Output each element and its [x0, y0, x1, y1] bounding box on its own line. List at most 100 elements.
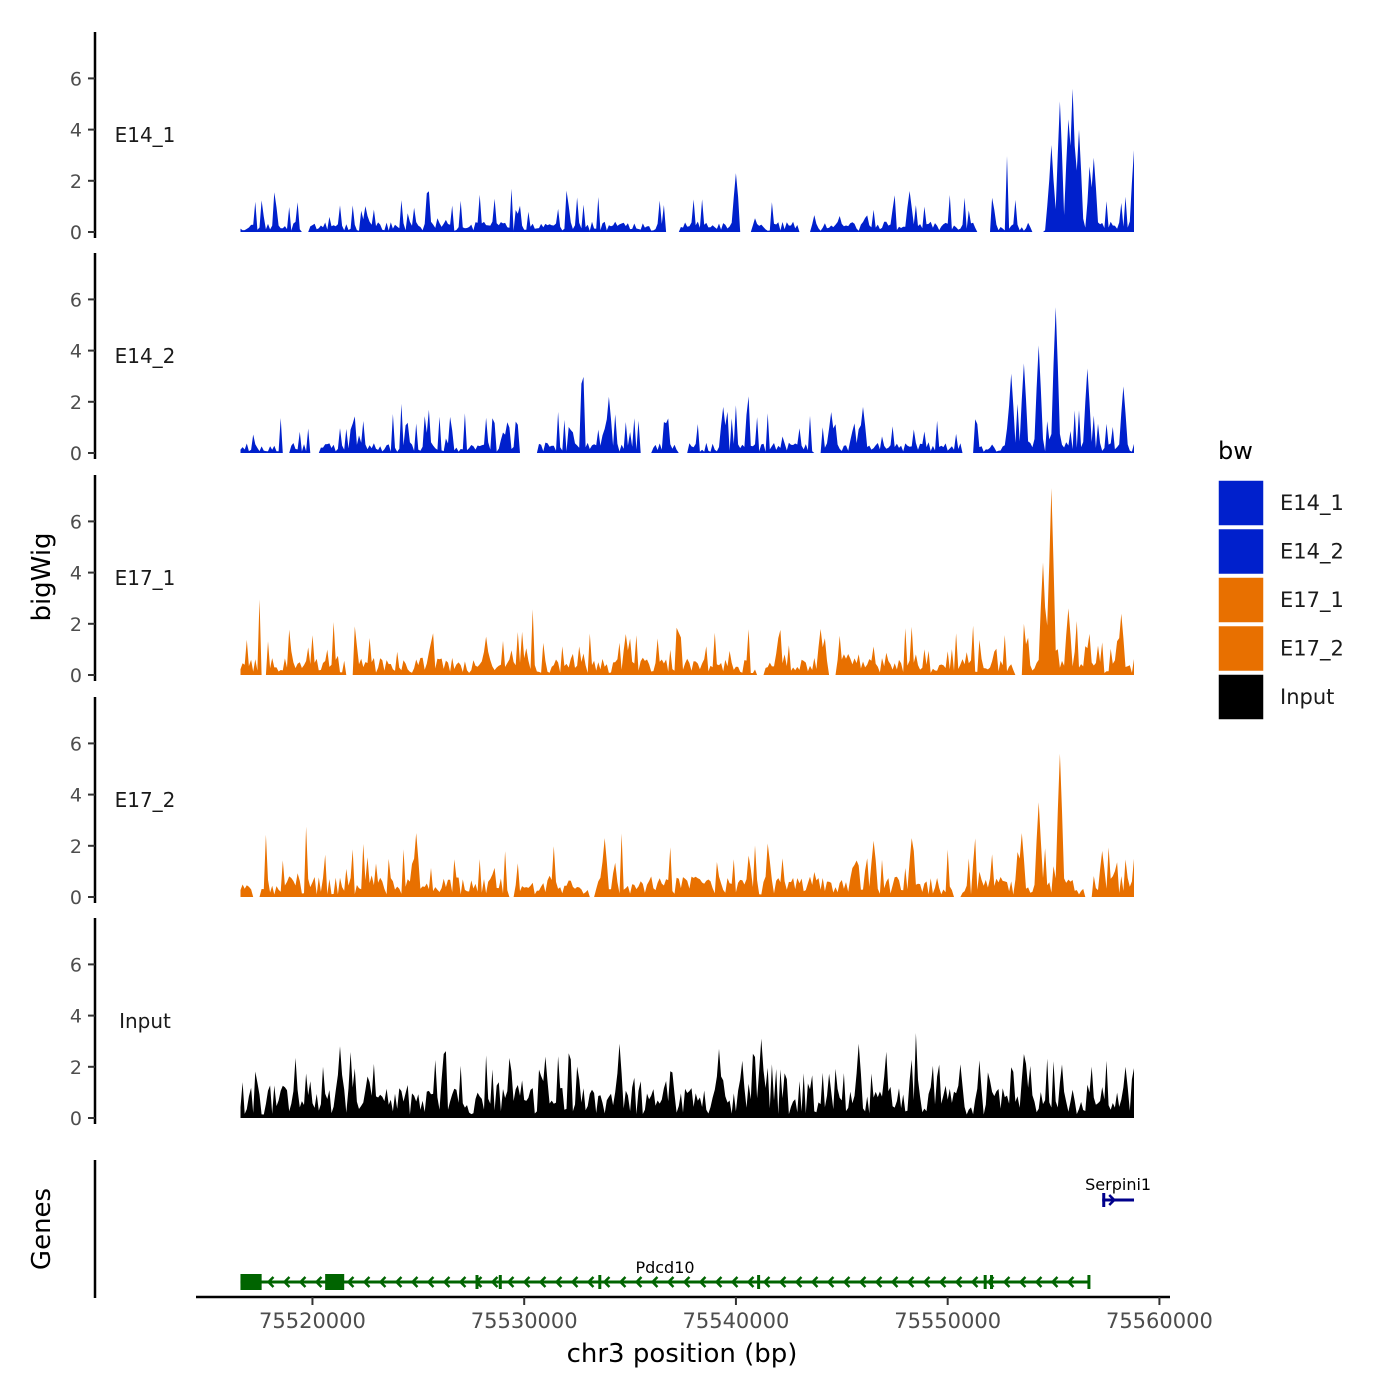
y-tick-label: 2: [70, 836, 82, 858]
strand-arrow: [410, 1276, 419, 1288]
x-tick-label: 75540000: [682, 1309, 789, 1333]
strand-arrow: [954, 1276, 963, 1288]
y-tick-label: 0: [70, 443, 82, 465]
strand-arrow: [1050, 1276, 1059, 1288]
strand-arrow: [394, 1276, 403, 1288]
strand-arrow: [730, 1276, 739, 1288]
legend-swatch: [1217, 624, 1265, 673]
legend-swatch: [1217, 673, 1265, 721]
legend-entry: E17_2: [1217, 624, 1344, 673]
strand-arrow: [298, 1276, 307, 1288]
track-label: E14_2: [115, 344, 176, 368]
y-tick-label: 6: [70, 511, 82, 533]
legend-swatch: [1217, 479, 1265, 527]
strand-arrow: [650, 1276, 659, 1288]
strand-arrow: [970, 1276, 979, 1288]
strand-arrow: [938, 1276, 947, 1288]
legend-label: E17_1: [1280, 588, 1344, 613]
strand-arrow: [826, 1276, 835, 1288]
y-tick-label: 4: [70, 120, 82, 142]
legend-label: E14_2: [1280, 540, 1344, 565]
strand-arrow: [762, 1276, 771, 1288]
strand-arrow: [794, 1276, 803, 1288]
strand-arrow: [442, 1276, 451, 1288]
tracks-layer: 0 2 4 6 E14_1 0 2 4 6 E14_2 0 2 4 6 E17_1 0 2 4 6 E17_2 0 2 4 6…: [70, 32, 1134, 1130]
track-E14_1: 0 2 4 6 E14_1: [70, 32, 1134, 244]
y-tick-label: 2: [70, 171, 82, 193]
strand-arrow: [538, 1276, 547, 1288]
y-tick-label: 4: [70, 785, 82, 807]
genes-axis-title: Genes: [27, 1188, 57, 1270]
strand-arrow: [490, 1276, 499, 1288]
y-tick-label: 4: [70, 1006, 82, 1028]
strand-arrow: [282, 1276, 291, 1288]
strand-arrow: [1018, 1276, 1027, 1288]
legend-entry: E14_1: [1217, 479, 1344, 527]
exon: [498, 1275, 502, 1289]
strand-arrow: [1034, 1276, 1043, 1288]
y-tick-label: 6: [70, 289, 82, 311]
y-tick-label: 0: [70, 887, 82, 909]
y-tick-label: 0: [70, 665, 82, 687]
y-tick-label: 4: [70, 563, 82, 585]
exon: [240, 1274, 262, 1290]
strand-arrow: [314, 1276, 323, 1288]
x-tick-label: 75520000: [259, 1309, 366, 1333]
gene-label: Pdcd10: [635, 1258, 694, 1277]
gene-label: Serpini1: [1085, 1175, 1151, 1194]
coverage-area: [240, 307, 1134, 453]
strand-arrow: [922, 1276, 931, 1288]
y-tick-label: 6: [70, 68, 82, 90]
exon: [475, 1275, 479, 1289]
exon: [1087, 1275, 1091, 1289]
strand-arrow: [842, 1276, 851, 1288]
exon: [757, 1275, 761, 1289]
x-axis: 75520000 75530000 75540000 75550000 75560000: [196, 1295, 1213, 1333]
track-label: E17_1: [115, 566, 176, 590]
strand-arrow: [362, 1276, 371, 1288]
coverage-area: [240, 753, 1134, 897]
strand-arrow: [874, 1276, 883, 1288]
strand-arrow: [634, 1276, 643, 1288]
strand-arrow: [714, 1276, 723, 1288]
strand-arrow: [618, 1276, 627, 1288]
strand-arrow: [1002, 1276, 1011, 1288]
legend-entries: E14_1 E14_2 E17_1 E17_2 Input: [1217, 479, 1344, 721]
strand-arrow: [810, 1276, 819, 1288]
gene-serpini1: Serpini1: [1085, 1175, 1151, 1207]
legend-title: bw: [1218, 437, 1253, 465]
track-Input: 0 2 4 6 Input: [70, 918, 1134, 1130]
genes-layer: Pdcd10 Serpini1: [93, 1160, 1151, 1298]
track-label: Input: [119, 1009, 171, 1033]
strand-arrow: [698, 1276, 707, 1288]
track-E14_2: 0 2 4 6 E14_2: [70, 253, 1134, 465]
legend-swatch: [1217, 576, 1265, 624]
exon: [1102, 1193, 1106, 1207]
coverage-area: [240, 488, 1134, 675]
strand-arrow: [426, 1276, 435, 1288]
x-tick-label: 75530000: [471, 1309, 578, 1333]
y-tick-label: 2: [70, 614, 82, 636]
track-E17_2: 0 2 4 6 E17_2: [70, 697, 1134, 909]
legend-swatch: [1217, 527, 1265, 576]
strand-arrow: [522, 1276, 531, 1288]
strand-arrow: [1108, 1194, 1117, 1206]
legend-label: E14_1: [1280, 491, 1344, 516]
y-tick-label: 2: [70, 392, 82, 414]
exon: [990, 1275, 994, 1289]
exon: [325, 1274, 345, 1290]
x-tick-label: 75560000: [1106, 1309, 1213, 1333]
strand-arrow: [746, 1276, 755, 1288]
y-tick-label: 0: [70, 1108, 82, 1130]
strand-arrow: [858, 1276, 867, 1288]
y-tick-label: 6: [70, 954, 82, 976]
legend-entry: E14_2: [1217, 527, 1344, 576]
legend: bw E14_1 E14_2 E17_1 E17_2 Input: [1217, 437, 1344, 721]
y-tick-label: 0: [70, 222, 82, 244]
gene-pdcd10: Pdcd10: [240, 1258, 1091, 1290]
y-tick-label: 4: [70, 341, 82, 363]
strand-arrow: [586, 1276, 595, 1288]
x-axis-title: chr3 position (bp): [567, 1339, 798, 1369]
strand-arrow: [1066, 1276, 1075, 1288]
